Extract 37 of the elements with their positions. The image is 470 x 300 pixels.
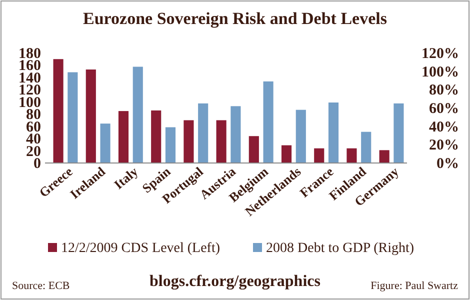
y2-tick-label: 60% [429,101,459,117]
bar [248,136,259,163]
bar [53,59,64,163]
y2-tick-label: 100% [422,64,459,80]
bar [346,148,357,163]
text: Figure: Paul Swartz [370,280,458,292]
bar [394,103,404,163]
y2-tick-label: 40% [429,119,459,136]
bar [165,127,176,163]
source-note: Source: ECB [12,280,70,292]
bar [100,124,110,163]
bar [184,120,194,163]
legend-label: 2008 Debt to GDP (Right) [266,241,414,256]
bar [230,106,241,163]
text: blogs.cfr.org/geographics [150,273,320,290]
bar [86,70,96,163]
bar [314,148,324,163]
bar [379,150,390,163]
bar [198,103,208,163]
bar [118,111,129,163]
bar [263,81,274,163]
chart-title: Eurozone Sovereign Risk and Debt Levels [83,9,388,28]
y2-tick-label: 80% [429,82,459,99]
y2-tick-label: 120% [422,46,459,62]
bar [216,120,226,163]
bar [151,110,162,163]
bar [328,102,339,163]
bar [132,66,143,163]
y-tick-label: 0 [34,156,41,172]
bar [296,110,306,163]
legend-label: 12/2/2009 CDS Level (Left) [61,241,220,256]
x-tick-label: Italy [111,163,142,192]
bar [68,72,78,163]
y2-tick-label: 20% [429,138,459,154]
y2-tick-label: 0% [436,156,459,172]
bar [361,132,372,163]
bar [281,145,292,163]
